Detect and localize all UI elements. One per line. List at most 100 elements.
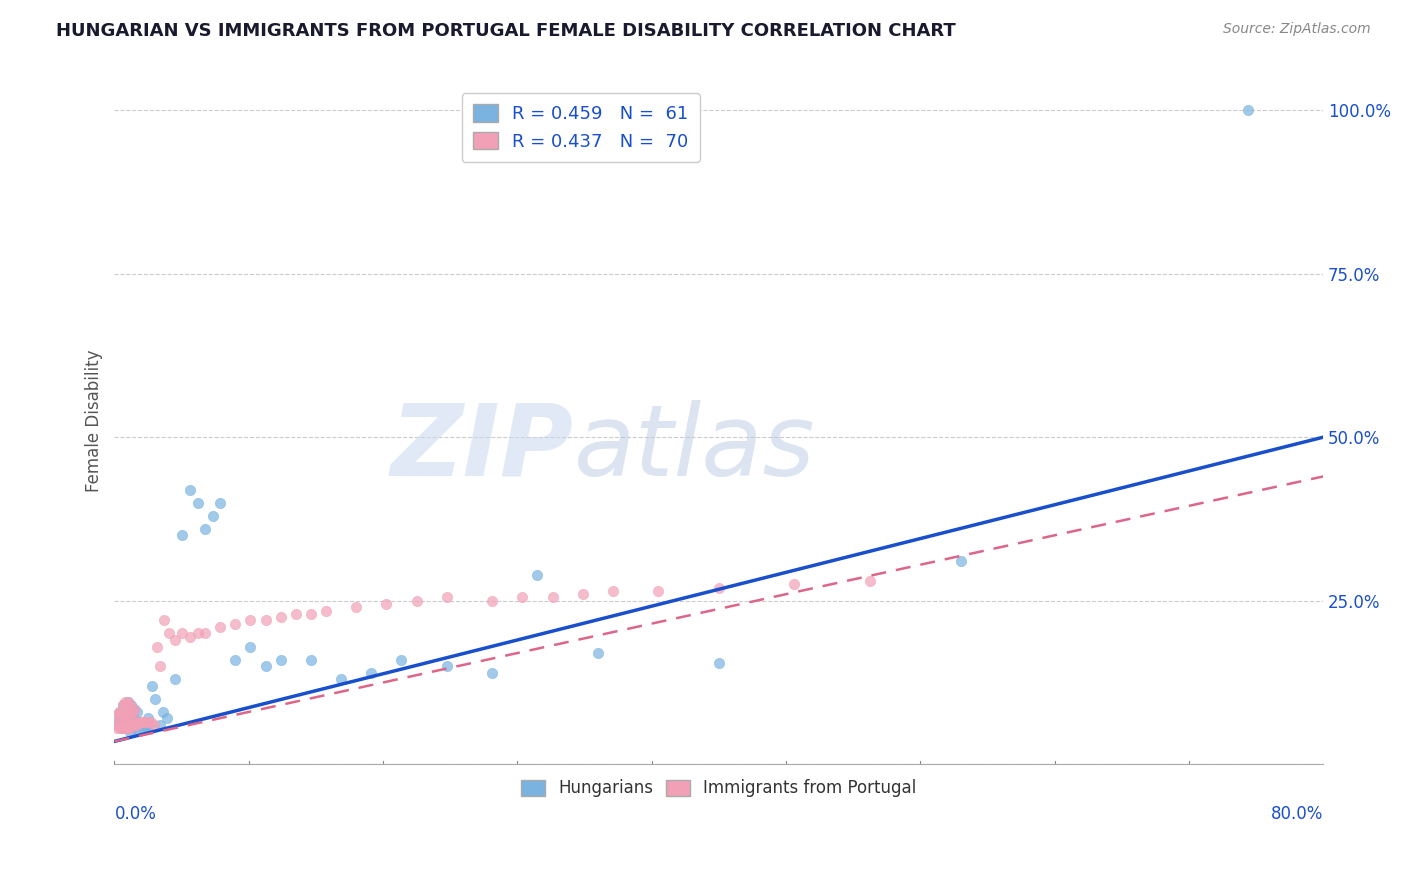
Point (128, 714, 150, 729)
Point (112, 711, 135, 725)
Point (163, 632, 186, 647)
Point (602, 583, 624, 598)
Point (572, 587, 595, 601)
Point (142, 718, 165, 732)
Point (110, 708, 132, 723)
Point (239, 640, 262, 654)
Point (132, 718, 155, 732)
Point (114, 695, 136, 709)
Point (194, 626, 217, 640)
Point (112, 698, 135, 713)
Point (152, 705, 174, 719)
Point (254, 613, 277, 627)
Point (315, 603, 337, 617)
Legend: Hungarians, Immigrants from Portugal: Hungarians, Immigrants from Portugal (515, 772, 922, 804)
Point (541, 591, 564, 605)
Text: 0.0%: 0.0% (114, 805, 156, 823)
Point (209, 495, 232, 509)
Point (121, 721, 143, 735)
Point (125, 705, 148, 719)
Point (138, 718, 160, 732)
Point (120, 718, 142, 732)
Point (132, 714, 155, 729)
Point (163, 672, 186, 686)
Point (107, 721, 129, 735)
Point (707, 581, 730, 595)
Point (270, 610, 292, 624)
Point (149, 718, 172, 732)
Point (128, 718, 150, 732)
Point (125, 721, 148, 735)
Point (111, 718, 134, 732)
Point (121, 708, 143, 723)
Point (344, 600, 367, 615)
Point (120, 698, 142, 713)
Point (112, 698, 135, 713)
Point (129, 714, 152, 729)
Point (405, 593, 427, 607)
Point (112, 718, 135, 732)
Point (115, 711, 138, 725)
Point (124, 714, 146, 729)
Point (111, 705, 134, 719)
Point (134, 718, 156, 732)
Point (118, 721, 141, 735)
Point (118, 705, 141, 719)
Point (186, 626, 208, 640)
Point (129, 714, 152, 729)
Point (117, 695, 139, 709)
Point (122, 701, 145, 715)
Point (186, 495, 208, 509)
Point (179, 483, 201, 497)
Point (391, 652, 413, 666)
Text: Source: ZipAtlas.com: Source: ZipAtlas.com (1223, 22, 1371, 37)
Text: 80.0%: 80.0% (1271, 805, 1323, 823)
Point (108, 705, 131, 719)
Point (104, 718, 127, 732)
Point (121, 718, 143, 732)
Point (172, 626, 194, 640)
Point (254, 659, 277, 673)
Point (117, 695, 139, 709)
Point (125, 718, 148, 732)
Point (122, 701, 145, 715)
Point (299, 652, 322, 666)
Text: HUNGARIAN VS IMMIGRANTS FROM PORTUGAL FEMALE DISABILITY CORRELATION CHART: HUNGARIAN VS IMMIGRANTS FROM PORTUGAL FE… (56, 22, 956, 40)
Point (108, 711, 131, 725)
Point (120, 718, 142, 732)
Point (224, 652, 246, 666)
Text: ZIP: ZIP (391, 400, 574, 497)
Point (131, 721, 153, 735)
Point (209, 620, 232, 634)
Point (201, 508, 224, 523)
Point (117, 708, 139, 723)
Point (224, 616, 246, 631)
Point (194, 522, 217, 536)
Point (122, 718, 145, 732)
Point (360, 665, 382, 680)
Point (118, 711, 141, 725)
Point (114, 714, 136, 729)
Point (172, 528, 194, 542)
Point (284, 607, 307, 621)
Point (783, 577, 806, 591)
Point (436, 591, 458, 605)
Point (110, 714, 132, 729)
Point (122, 718, 145, 732)
Point (117, 718, 139, 732)
Point (586, 646, 609, 660)
Point (647, 583, 669, 598)
Point (526, 567, 548, 582)
Point (117, 721, 139, 735)
Point (157, 626, 180, 640)
Point (156, 711, 179, 725)
Point (112, 721, 135, 735)
Point (141, 679, 163, 693)
Point (481, 665, 503, 680)
Point (299, 607, 322, 621)
Point (110, 721, 132, 735)
Point (139, 714, 162, 729)
Point (107, 708, 129, 723)
Point (375, 597, 398, 611)
Point (108, 718, 131, 732)
